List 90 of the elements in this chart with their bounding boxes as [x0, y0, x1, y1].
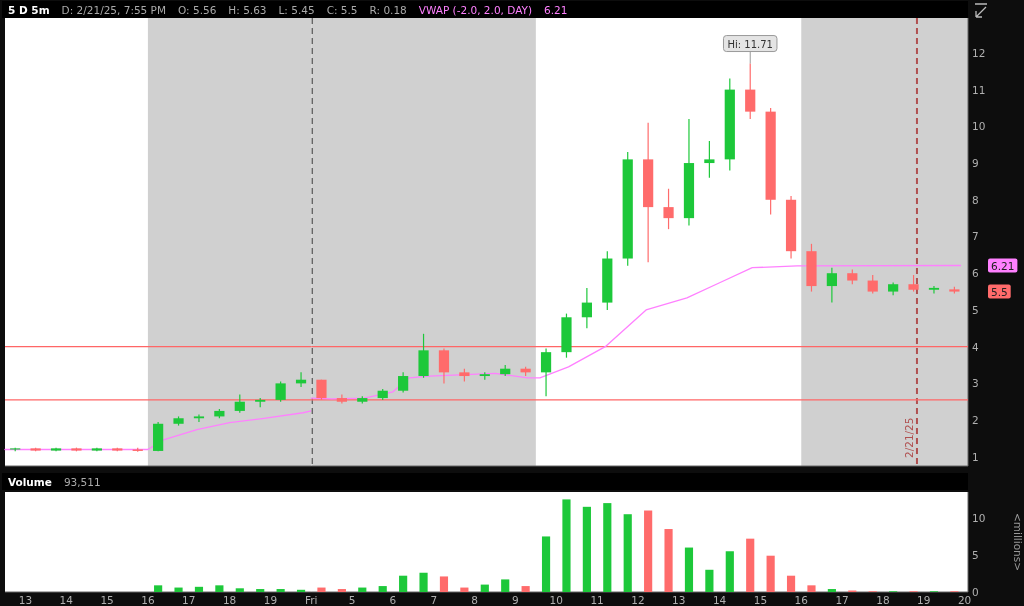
bar [562, 499, 571, 592]
x-tick-label: 18 [876, 594, 890, 606]
candlestick [193, 413, 205, 423]
y-tick-label: 9 [972, 157, 979, 170]
text: R: 0.18 [369, 3, 407, 16]
y-tick-label: 10 [972, 511, 986, 524]
bar [746, 538, 755, 592]
x-tick-label: 20 [957, 594, 972, 606]
bar [399, 575, 408, 592]
bar [521, 586, 530, 592]
candlestick [540, 347, 552, 397]
text: H: 5.63 [228, 3, 267, 16]
x-tick-label: 19 [917, 594, 931, 606]
candlestick [663, 188, 674, 230]
y-tick-label: 4 [972, 340, 979, 353]
bar [705, 569, 714, 592]
x-tick-label: 14 [712, 594, 727, 606]
bar [337, 589, 346, 592]
y-tick-label: 2 [972, 414, 979, 427]
candlestick [581, 287, 592, 329]
bar [419, 572, 428, 592]
bar [664, 529, 673, 592]
bar [603, 503, 612, 592]
x-tick-label: 13 [672, 594, 686, 606]
text: O: 5.56 [178, 3, 217, 16]
bar [644, 510, 653, 592]
x-tick-label: 17 [182, 594, 196, 606]
y-tick-label: 12 [972, 46, 986, 59]
text: C: 5.5 [326, 3, 358, 16]
bar [480, 584, 489, 592]
x-tick-label: 7 [430, 594, 438, 606]
text: L: 5.45 [278, 3, 315, 16]
x-tick-label: 19 [263, 594, 278, 606]
x-tick-label: 15 [100, 594, 114, 606]
x-tick-label: 9 [512, 594, 519, 606]
annotation: 6.21 [991, 259, 1015, 272]
x-tick-label: 10 [549, 594, 563, 606]
bar [439, 576, 449, 592]
x-tick-label: 13 [18, 594, 33, 606]
annotation: Hi: 11.71 [727, 38, 773, 50]
x-tick-label: 5 [348, 594, 356, 606]
y-tick-label: 0 [972, 586, 979, 598]
y-axis-title: <millions> [1012, 512, 1024, 572]
x-tick-label: 16 [794, 594, 809, 606]
y-tick-label: 7 [972, 230, 979, 243]
bar [786, 575, 796, 592]
x-tick-label: 15 [753, 594, 768, 606]
x-tick-label: 11 [590, 594, 604, 606]
ref-line-label: 2/21/25 [902, 417, 915, 458]
x-tick-label: 17 [835, 594, 849, 606]
x-tick-label: 6 [389, 594, 397, 606]
y-tick-label: 8 [972, 193, 979, 206]
chart-subtitle: D: 2/21/25, 7:55 PM [61, 3, 167, 16]
candlestick [867, 274, 878, 295]
bar [807, 585, 816, 592]
x-tick-label: 18 [222, 594, 237, 606]
y-tick-label: 5 [972, 303, 979, 316]
candlestick [704, 140, 715, 179]
candlestick [928, 285, 940, 295]
y-tick-label: 11 [972, 83, 986, 96]
candlestick [275, 380, 286, 403]
annotation: 5.5 [991, 285, 1008, 298]
x-tick-label: 12 [631, 594, 645, 606]
bar [827, 589, 836, 592]
bar [541, 536, 551, 592]
y-tick-label: 10 [972, 120, 986, 133]
bar [501, 579, 510, 592]
x-tick-label: Fri [305, 594, 318, 606]
y-tick-label: 6 [972, 267, 979, 280]
bar [317, 587, 326, 592]
y-tick-label: 1 [972, 450, 979, 463]
bar [766, 555, 775, 592]
candlestick [826, 267, 837, 304]
bar [725, 551, 734, 592]
candlestick [398, 371, 409, 394]
x-tick-label: 14 [59, 594, 74, 606]
bar [623, 514, 632, 592]
chart-subtitle: 93,511 [63, 475, 101, 488]
bar [378, 586, 387, 592]
text: 6.21 [544, 3, 568, 16]
chart-title: Volume [8, 475, 52, 488]
bar [684, 547, 694, 592]
candlestick [234, 393, 245, 414]
bar [582, 506, 591, 592]
y-tick-label: 5 [972, 548, 979, 561]
text: VWAP (-2.0, 2.0, DAY) [418, 3, 533, 16]
x-tick-label: 16 [141, 594, 155, 606]
x-tick-label: 8 [471, 594, 478, 606]
y-tick-label: 3 [972, 377, 979, 390]
chart-title: 5 D 5m [8, 3, 50, 16]
